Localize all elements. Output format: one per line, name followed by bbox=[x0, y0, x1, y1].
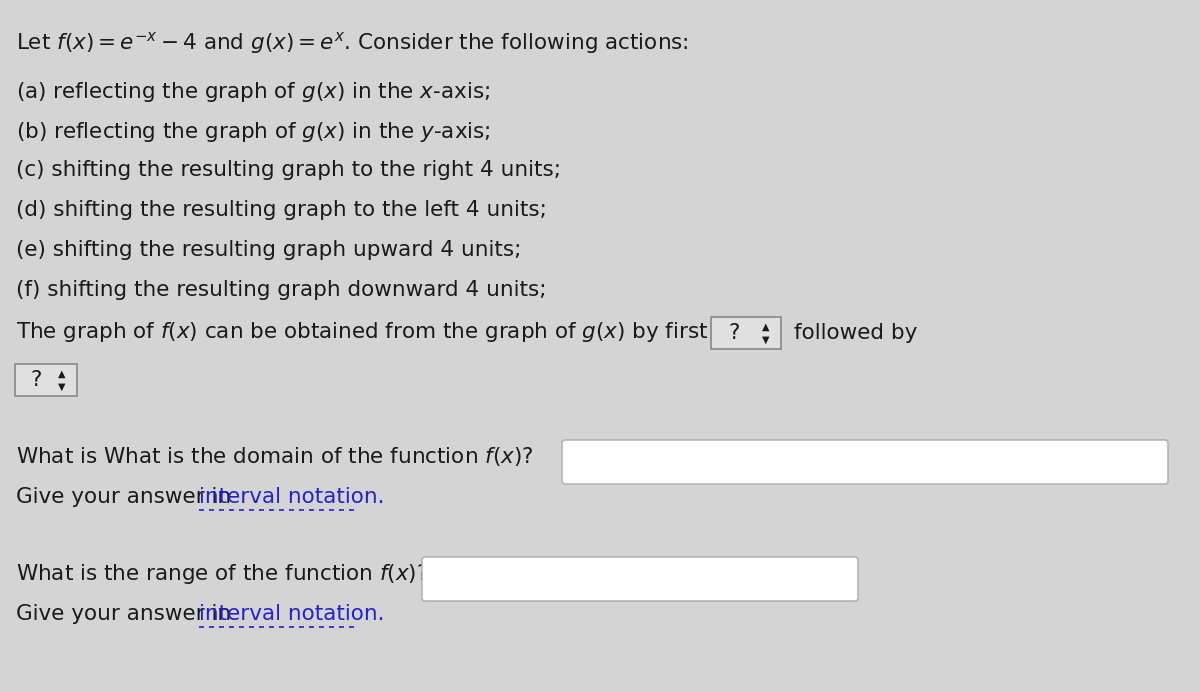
Text: interval notation.: interval notation. bbox=[199, 487, 384, 507]
FancyBboxPatch shape bbox=[422, 557, 858, 601]
Text: (c) shifting the resulting graph to the right 4 units;: (c) shifting the resulting graph to the … bbox=[16, 160, 562, 180]
FancyBboxPatch shape bbox=[14, 364, 77, 396]
FancyBboxPatch shape bbox=[562, 440, 1168, 484]
Text: What is the range of the function $f(x)$?: What is the range of the function $f(x)$… bbox=[16, 562, 428, 586]
FancyBboxPatch shape bbox=[710, 317, 781, 349]
Text: Give your answer in: Give your answer in bbox=[16, 487, 238, 507]
Text: ?: ? bbox=[728, 323, 739, 343]
Text: The graph of $f(x)$ can be obtained from the graph of $g(x)$ by first doing: The graph of $f(x)$ can be obtained from… bbox=[16, 320, 774, 344]
Text: What is What is the domain of the function $f(x)$?: What is What is the domain of the functi… bbox=[16, 445, 534, 468]
Text: Give your answer in: Give your answer in bbox=[16, 604, 238, 624]
Text: (d) shifting the resulting graph to the left 4 units;: (d) shifting the resulting graph to the … bbox=[16, 200, 547, 220]
Text: (b) reflecting the graph of $g(x)$ in the $y$-axis;: (b) reflecting the graph of $g(x)$ in th… bbox=[16, 120, 491, 144]
Text: ▼: ▼ bbox=[59, 381, 66, 392]
Text: (f) shifting the resulting graph downward 4 units;: (f) shifting the resulting graph downwar… bbox=[16, 280, 546, 300]
Text: followed by: followed by bbox=[794, 323, 917, 343]
Text: interval notation.: interval notation. bbox=[199, 604, 384, 624]
Text: ▲: ▲ bbox=[762, 322, 769, 332]
Text: ▼: ▼ bbox=[762, 335, 769, 345]
Text: ▲: ▲ bbox=[59, 369, 66, 379]
Text: (a) reflecting the graph of $g(x)$ in the $x$-axis;: (a) reflecting the graph of $g(x)$ in th… bbox=[16, 80, 491, 104]
Text: Let $f(x) = e^{-x} - 4$ and $g(x) = e^x$. Consider the following actions:: Let $f(x) = e^{-x} - 4$ and $g(x) = e^x$… bbox=[16, 30, 689, 56]
Text: (e) shifting the resulting graph upward 4 units;: (e) shifting the resulting graph upward … bbox=[16, 240, 521, 260]
Text: ?: ? bbox=[30, 370, 41, 390]
